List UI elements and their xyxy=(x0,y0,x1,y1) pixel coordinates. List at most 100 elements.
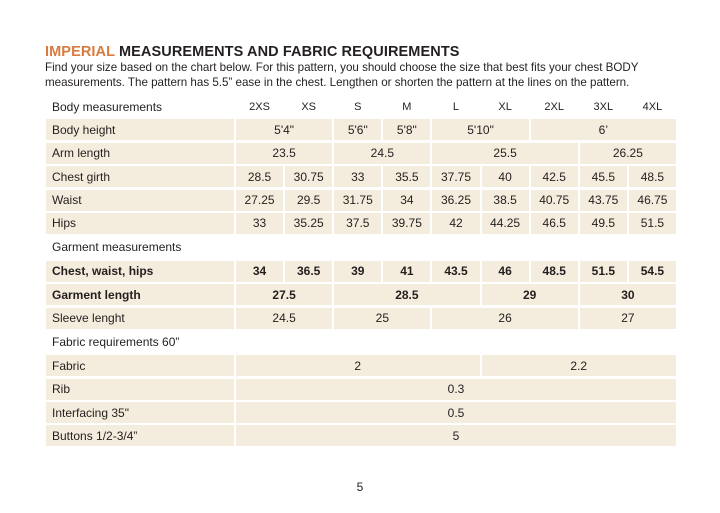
page-title: IMPERIAL MEASUREMENTS AND FABRIC REQUIRE… xyxy=(45,44,460,60)
table-cell: 45.5 xyxy=(579,166,627,188)
intro-text: Find your size based on the chart below.… xyxy=(45,61,639,89)
table-cell: 49.5 xyxy=(579,212,627,234)
table-cell: 26.25 xyxy=(579,142,676,164)
table-cell: 37.75 xyxy=(432,166,480,188)
table-cell: 26 xyxy=(432,307,578,329)
table-cell: 36.25 xyxy=(432,189,480,211)
table-cell: 35.25 xyxy=(285,212,333,234)
row-label: Waist xyxy=(46,189,234,211)
size-header: XL xyxy=(498,100,512,113)
size-header: L xyxy=(452,100,460,113)
table-row: Chest girth 28.5 30.75 33 35.5 37.75 40 42.5 45.… xyxy=(46,166,676,188)
table-cell: 43.75 xyxy=(579,189,627,211)
row-label: Rib xyxy=(46,378,234,400)
table-cell: 5'6" xyxy=(334,119,382,141)
table-row: Fabric 2 2.2 xyxy=(46,355,676,377)
row-label: Interfacing 35" xyxy=(46,402,234,424)
row-label: Body height xyxy=(46,119,234,141)
table-cell: 24.5 xyxy=(236,307,333,329)
table-cell: 5'4" xyxy=(236,119,333,141)
row-label: Arm length xyxy=(46,142,234,164)
table-row: Arm length 23.5 24.5 25.5 26.25 xyxy=(46,142,676,164)
table-cell: 46.5 xyxy=(530,212,578,234)
table-cell: 46 xyxy=(481,260,529,282)
row-label: Sleeve lenght xyxy=(46,307,234,329)
size-header: XS xyxy=(301,100,316,113)
table-cell: 5 xyxy=(236,425,676,447)
row-label: Hips xyxy=(46,212,234,234)
table-row: Hips 33 35.25 37.5 39.75 42 44.25 46.5 49.5 51.5 xyxy=(46,212,676,234)
table-cell: 33 xyxy=(236,212,284,234)
page-number: 5 xyxy=(356,480,364,494)
table-cell: 41 xyxy=(383,260,431,282)
table-cell: 35.5 xyxy=(383,166,431,188)
table-row: Interfacing 35" 0.5 xyxy=(46,402,676,424)
table-cell: 25 xyxy=(334,307,431,329)
table-row: Sleeve lenght 24.5 25 26 27 xyxy=(46,307,676,329)
table-cell: 54.5 xyxy=(628,260,676,282)
row-label: Garment length xyxy=(46,284,234,306)
table-cell: 34 xyxy=(383,189,431,211)
table-cell: 25.5 xyxy=(432,142,578,164)
table-cell: 40 xyxy=(481,166,529,188)
table-cell: 27 xyxy=(579,307,676,329)
table-cell: 6’ xyxy=(530,119,676,141)
table-cell: 37.5 xyxy=(334,212,382,234)
table-cell: 5'10" xyxy=(432,119,529,141)
table-row: Garment length 27.5 28.5 29 30 xyxy=(46,284,676,306)
row-label: Body measurements xyxy=(52,99,163,114)
table-cell: 2.2 xyxy=(481,355,676,377)
table-cell: 38.5 xyxy=(481,189,529,211)
row-label: Chest, waist, hips xyxy=(46,260,234,282)
table-cell: 23.5 xyxy=(236,142,333,164)
table-cell: 42 xyxy=(432,212,480,234)
size-header: 2XL xyxy=(544,100,564,113)
size-header: S xyxy=(354,100,362,113)
table-cell: 29 xyxy=(481,284,578,306)
table-cell: 51.5 xyxy=(579,260,627,282)
table-cell: 42.5 xyxy=(530,166,578,188)
size-header: 4XL xyxy=(642,100,663,113)
size-header: 3XL xyxy=(593,100,614,113)
size-chart-table: Body measurements 2XS XS S M L XL 2XL 3XL 4XL Body… xyxy=(46,96,676,449)
row-label: Chest girth xyxy=(46,166,234,188)
table-cell: 0.3 xyxy=(236,378,676,400)
table-cell: 40.75 xyxy=(530,189,578,211)
size-header: 2XS xyxy=(249,100,270,113)
section-header: Garment measurements xyxy=(46,236,676,258)
table-cell: 36.5 xyxy=(285,260,333,282)
table-cell: 48.5 xyxy=(530,260,578,282)
table-cell: 28.5 xyxy=(334,284,480,306)
title-rest: MEASUREMENTS AND FABRIC REQUIREMENTS xyxy=(114,44,460,60)
table-cell: 51.5 xyxy=(628,212,676,234)
table-cell: 24.5 xyxy=(334,142,431,164)
table-row: Rib 0.3 xyxy=(46,378,676,400)
size-header-row: Body measurements 2XS XS S M L XL 2XL 3XL 4XL xyxy=(46,96,676,117)
table-cell: 0.5 xyxy=(236,402,676,424)
table-row: Waist 27.25 29.5 31.75 34 36.25 38.5 40.75 43.75… xyxy=(46,189,676,211)
table-cell: 44.25 xyxy=(481,212,529,234)
table-cell: 34 xyxy=(236,260,284,282)
table-cell: 27.25 xyxy=(236,189,284,211)
table-cell: 27.5 xyxy=(236,284,333,306)
table-cell: 2 xyxy=(236,355,480,377)
size-header: M xyxy=(402,100,412,113)
table-cell: 33 xyxy=(334,166,382,188)
row-label: Fabric xyxy=(46,355,234,377)
table-cell: 31.75 xyxy=(334,189,382,211)
table-cell: 48.5 xyxy=(628,166,676,188)
table-cell: 39.75 xyxy=(383,212,431,234)
row-label: Fabric requirements 60” xyxy=(52,334,180,349)
table-cell: 46.75 xyxy=(628,189,676,211)
row-label: Garment measurements xyxy=(52,240,182,255)
section-header: Fabric requirements 60” xyxy=(46,331,676,353)
table-cell: 29.5 xyxy=(285,189,333,211)
table-cell: 39 xyxy=(334,260,382,282)
title-accent: IMPERIAL xyxy=(45,44,115,60)
table-cell: 30.75 xyxy=(285,166,333,188)
table-row: Body height 5'4" 5'6" 5'8" 5'10" 6’ xyxy=(46,119,676,141)
table-row: Chest, waist, hips 34 36.5 39 41 43.5 46 48.5 51… xyxy=(46,260,676,282)
table-cell: 28.5 xyxy=(236,166,284,188)
table-cell: 30 xyxy=(579,284,676,306)
row-label: Buttons 1/2-3/4” xyxy=(46,425,234,447)
